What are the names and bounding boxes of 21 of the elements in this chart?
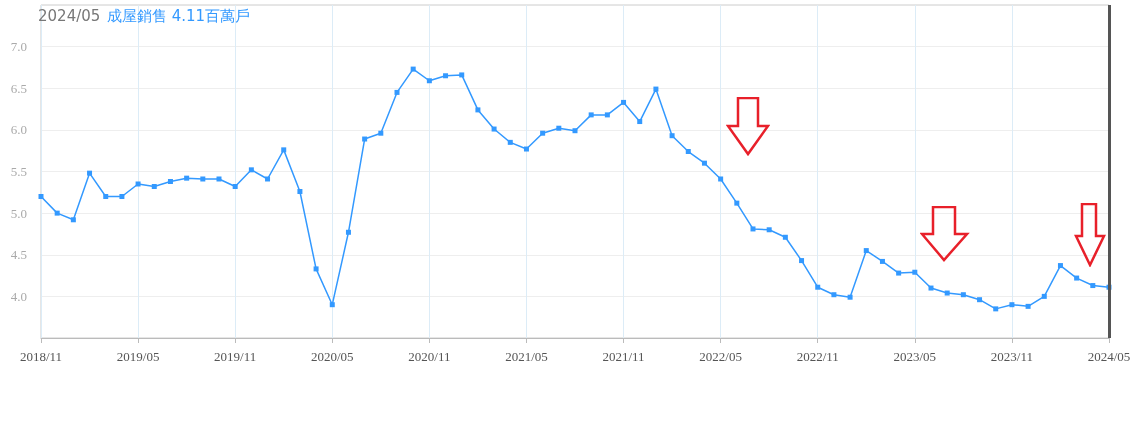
- x-tick-label: 2018/11: [19, 349, 63, 364]
- x-tick-label: 2023/05: [893, 349, 937, 364]
- x-tick-label: 2020/11: [408, 349, 451, 364]
- x-tick-label: 2019/05: [116, 349, 160, 364]
- y-tick-label: 5.5: [10, 164, 27, 179]
- x-tick-label: 2024/05: [1087, 349, 1131, 364]
- y-tick-label: 4.5: [10, 247, 27, 263]
- x-tick-label: 2022/05: [699, 349, 742, 364]
- chart-title: 2024/05: [38, 6, 101, 25]
- chart-subtitle: 成屋銷售 4.11百萬戶: [107, 6, 251, 25]
- x-tick-label: 2022/11: [796, 349, 839, 364]
- x-tick-label: 2021/05: [505, 349, 548, 364]
- y-tick-label: 7.0: [10, 39, 27, 55]
- y-tick-label: 5.0: [10, 205, 27, 221]
- y-tick-label: 4.0: [10, 288, 27, 304]
- x-tick-label: 2019/11: [214, 349, 257, 364]
- x-tick-label: 2023/11: [990, 349, 1033, 364]
- y-tick-label: 6.0: [10, 122, 27, 138]
- x-tick-label: 2021/11: [602, 349, 645, 364]
- x-tick-label: 2020/05: [310, 349, 354, 364]
- y-tick-label: 6.5: [10, 80, 27, 96]
